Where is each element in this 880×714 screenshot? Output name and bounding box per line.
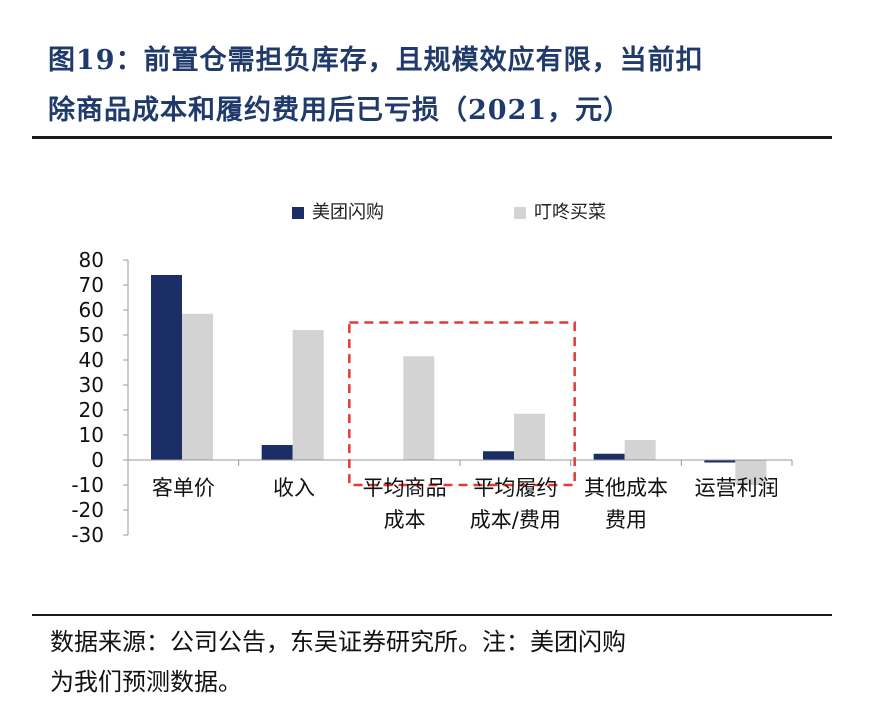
- chart-title: 图19：前置仓需担负库存，且规模效应有限，当前扣 除商品成本和履约费用后已亏损（…: [48, 36, 848, 136]
- bar-1-4: [624, 440, 656, 460]
- category-label-2: 平均商品成本: [363, 476, 447, 532]
- title-line-1: 图19：前置仓需担负库存，且规模效应有限，当前扣: [48, 45, 704, 76]
- title-divider: [32, 136, 832, 139]
- legend-swatch-0: [292, 207, 304, 219]
- y-tick-label: 10: [79, 423, 104, 447]
- category-label-3: 平均履约成本/费用: [470, 476, 561, 532]
- legend-swatch-1: [514, 207, 526, 219]
- bars: [151, 275, 767, 485]
- y-tick-label: 70: [79, 273, 104, 297]
- title-line-2: 除商品成本和履约费用后已亏损（2021，元）: [48, 95, 632, 126]
- y-tick-label: 50: [79, 323, 104, 347]
- legend-label-0: 美团闪购: [312, 202, 384, 223]
- y-tick-label: 60: [79, 298, 104, 322]
- y-tick-label: 40: [79, 348, 104, 372]
- y-tick-label: -20: [71, 498, 104, 522]
- y-tick-label: -10: [71, 473, 104, 497]
- y-tick-label: 30: [79, 373, 104, 397]
- source-divider: [32, 614, 832, 616]
- source-line-2: 为我们预测数据。: [50, 668, 242, 696]
- category-label-1: 收入: [273, 476, 315, 500]
- category-label-0: 客单价: [152, 476, 215, 500]
- legend: 美团闪购 叮咚买菜: [292, 202, 606, 223]
- bar-0-0: [151, 275, 182, 460]
- bar-1-3: [514, 413, 545, 460]
- highlight-dashed-box: [348, 321, 576, 487]
- bar-1-2: [403, 356, 435, 460]
- bar-0-3: [483, 451, 514, 460]
- highlight-box: [348, 321, 576, 487]
- bar-1-5: [735, 460, 767, 485]
- y-tick-label: -30: [71, 523, 104, 547]
- bar-0-5: [704, 460, 736, 463]
- source-line-1: 数据来源：公司公告，东吴证券研究所。注：美团闪购: [50, 628, 626, 656]
- y-tick-label: 80: [79, 248, 104, 272]
- y-tick-label: 0: [91, 448, 104, 472]
- bar-1-1: [292, 330, 324, 460]
- category-label-5: 运营利润: [695, 476, 779, 500]
- source-note: 数据来源：公司公告，东吴证券研究所。注：美团闪购 为我们预测数据。: [50, 622, 830, 702]
- bar-0-1: [261, 445, 293, 460]
- legend-label-1: 叮咚买菜: [534, 202, 606, 223]
- category-label-4: 其他成本费用: [584, 476, 668, 532]
- bar-1-0: [182, 313, 213, 460]
- bar-0-4: [593, 453, 625, 460]
- y-tick-label: 20: [79, 398, 104, 422]
- x-axis: [127, 459, 793, 466]
